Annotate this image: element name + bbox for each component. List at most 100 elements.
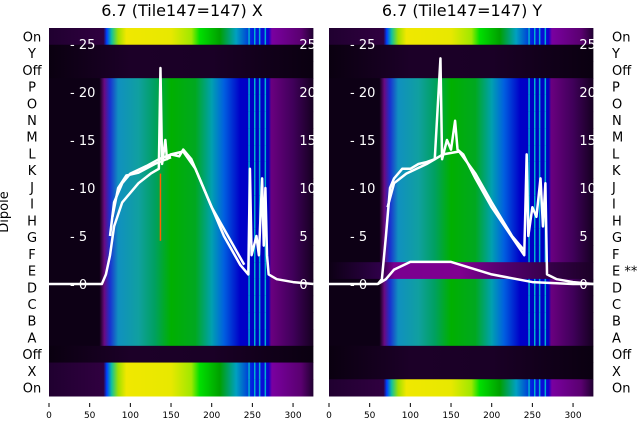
heatmap-row [49,212,314,230]
heatmap-line [254,245,256,263]
row-label: E [28,265,36,280]
heatmap-line [258,78,261,96]
heatmap-line [528,278,530,297]
heatmap-line [534,278,536,297]
x-tick-label: 50 [84,411,96,421]
inner-y-tick-label: - 10 [350,182,375,197]
heatmap-line [264,128,267,146]
heatmap-row [49,329,314,347]
y-axis-label: Dipole [0,191,12,232]
row-label: A [28,331,37,346]
heatmap-line [264,94,267,113]
heatmap-line [248,278,250,297]
heatmap-line [534,28,536,46]
heatmap-row [329,245,594,263]
heatmap-row [49,28,314,46]
row-label: C [27,298,36,313]
row-label: On [23,30,41,45]
row-label: X [28,365,37,380]
left-title: 6.7 (Tile147=147) X [101,1,263,20]
heatmap-line [258,312,261,330]
heatmap-line [538,111,541,129]
heatmap-row [329,28,594,46]
heatmap-line [254,178,256,196]
heatmap-line [264,161,267,180]
heatmap-line [248,145,250,163]
x-tick-label: 200 [483,411,500,421]
inner-y-tick-label-right: 10 [579,182,596,197]
x-tick-label: 300 [564,411,581,421]
x-tick-label: 0 [326,411,332,421]
inner-y-tick-label: - 25 [70,38,95,53]
inner-y-tick-label: - 20 [350,86,375,101]
heatmap-row [329,262,594,280]
heatmap-line [258,111,261,129]
heatmap-line [264,145,267,163]
row-label: G [612,231,622,246]
heatmap-line [264,379,267,397]
x-tick-label: 200 [203,411,220,421]
heatmap-line [538,245,541,263]
heatmap-line [544,28,547,46]
heatmap-row [329,161,594,180]
inner-y-tick-label-right: 10 [299,182,316,197]
heatmap-line [254,111,256,129]
row-label: Off [612,64,632,79]
x-tick-label: 50 [364,411,376,421]
heatmap-row [49,128,314,146]
heatmap-line [248,78,250,96]
inner-y-tick-label: - 15 [70,134,95,149]
heatmap-line [534,195,536,213]
trace-line [108,150,246,266]
heatmap-row [329,278,594,297]
x-tick-label: 250 [524,411,541,421]
trace-line [111,156,172,218]
row-label: E ** [612,265,638,280]
x-tick-label: 0 [46,411,52,421]
heatmap-line [534,161,536,180]
inner-y-tick-label: - 0 [70,278,87,293]
heatmap-line [264,278,267,297]
heatmap-line [264,78,267,96]
heatmap-row [329,195,594,213]
heatmap-line [248,128,250,146]
heatmap-line [528,111,530,129]
row-label: I [612,198,616,213]
x-tick-label: 150 [162,411,179,421]
heatmap-line [544,94,547,113]
heatmap-line [544,245,547,263]
inner-y-tick-label-right: 5 [579,230,587,245]
row-label: M [612,131,623,146]
heatmap-line [544,145,547,163]
inner-y-tick-label: - 20 [70,86,95,101]
heatmap-line [264,228,267,246]
row-label: J [611,181,616,196]
row-label: P [28,81,36,96]
heatmap-line [544,78,547,96]
heatmap-line [254,228,256,246]
heatmap-line [264,262,267,280]
heatmap-line [538,278,541,297]
heatmap-line [258,28,261,46]
row-label: K [612,164,621,179]
heatmap-line [538,329,541,347]
heatmap-line [264,28,267,46]
heatmap-line [248,362,250,380]
heatmap-line [534,94,536,113]
row-label: L [612,147,620,162]
heatmap-line [538,94,541,113]
row-label: B [28,315,37,330]
inner-y-tick-label-right: 5 [299,230,307,245]
heatmap-line [264,295,267,313]
right-title: 6.7 (Tile147=147) Y [382,1,543,20]
heatmap-line [528,161,530,180]
heatmap-row [49,312,314,330]
row-label: H [27,214,37,229]
heatmap-row [49,195,314,213]
heatmap-line [534,145,536,163]
heatmap-line [544,161,547,180]
heatmap-line [538,295,541,313]
heatmap-line [258,379,261,397]
row-label: Y [611,47,620,62]
